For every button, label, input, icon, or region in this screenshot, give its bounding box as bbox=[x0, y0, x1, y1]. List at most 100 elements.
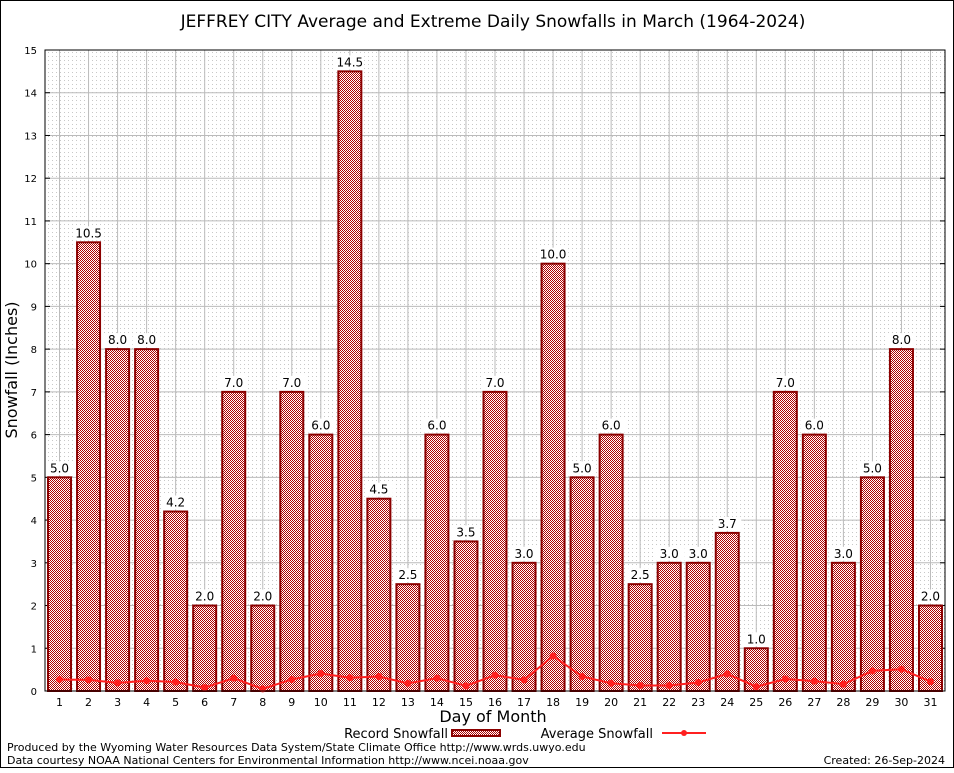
record-data-label: 7.0 bbox=[776, 376, 795, 390]
data-label-bg bbox=[916, 589, 945, 604]
record-data-label: 14.5 bbox=[336, 55, 363, 69]
record-data-label: 3.0 bbox=[514, 547, 533, 561]
record-data-label: 4.2 bbox=[166, 496, 185, 510]
data-label-bg bbox=[422, 418, 451, 433]
x-tick-label: 31 bbox=[923, 696, 937, 709]
legend-marker-average bbox=[681, 730, 687, 736]
data-label-bg bbox=[858, 461, 887, 476]
y-tick-label: 4 bbox=[31, 516, 37, 527]
x-tick-label: 8 bbox=[259, 696, 266, 709]
y-tick-label: 13 bbox=[24, 131, 37, 142]
data-label-bg bbox=[364, 482, 393, 497]
x-tick-label: 3 bbox=[114, 696, 121, 709]
average-point bbox=[491, 671, 499, 679]
record-data-label: 5.0 bbox=[573, 461, 592, 475]
x-tick-label: 2 bbox=[85, 696, 92, 709]
data-label-bg bbox=[103, 333, 132, 348]
record-data-label: 6.0 bbox=[602, 419, 621, 433]
average-point bbox=[56, 675, 64, 683]
plot-border bbox=[44, 49, 946, 692]
x-tick-label: 27 bbox=[807, 696, 821, 709]
y-tick-label: 1 bbox=[31, 644, 37, 655]
record-data-label: 6.0 bbox=[311, 419, 330, 433]
legend-label-record: Record Snowfall bbox=[344, 727, 448, 742]
data-label-bg bbox=[887, 333, 916, 348]
average-point bbox=[868, 667, 876, 675]
y-tick-label: 5 bbox=[31, 473, 37, 484]
y-tick-label: 0 bbox=[31, 687, 37, 698]
x-tick-label: 15 bbox=[459, 696, 473, 709]
x-axis-label: Day of Month bbox=[439, 707, 546, 726]
x-tick-label: 18 bbox=[546, 696, 560, 709]
x-tick-label: 1 bbox=[56, 696, 63, 709]
record-data-label: 10.5 bbox=[75, 226, 102, 240]
record-data-label: 3.7 bbox=[718, 517, 737, 531]
record-data-label: 5.0 bbox=[50, 461, 69, 475]
average-point bbox=[172, 678, 180, 686]
record-data-label: 3.0 bbox=[660, 547, 679, 561]
y-tick-label: 6 bbox=[31, 431, 37, 442]
y-axis-label: Snowfall (Inches) bbox=[2, 301, 21, 438]
legend-label-average: Average Snowfall bbox=[541, 727, 653, 742]
data-label-bg bbox=[132, 333, 161, 348]
x-tick-label: 23 bbox=[691, 696, 705, 709]
y-tick-label: 11 bbox=[24, 217, 37, 228]
x-tick-label: 28 bbox=[836, 696, 850, 709]
legend: Record Snowfall Average Snowfall bbox=[344, 727, 706, 742]
x-tick-label: 26 bbox=[778, 696, 792, 709]
record-data-label: 8.0 bbox=[108, 333, 127, 347]
average-point bbox=[230, 674, 238, 682]
average-point bbox=[317, 669, 325, 677]
x-tick-label: 7 bbox=[230, 696, 237, 709]
data-label-bg bbox=[74, 226, 103, 241]
x-tick-label: 22 bbox=[662, 696, 676, 709]
data-label-bg bbox=[481, 375, 509, 390]
data-label-bg bbox=[161, 495, 190, 510]
average-point bbox=[346, 674, 354, 682]
data-label-bg bbox=[829, 546, 858, 561]
average-point bbox=[607, 679, 615, 687]
data-label-bg bbox=[539, 247, 568, 262]
average-point bbox=[114, 679, 122, 687]
x-tick-label: 4 bbox=[143, 696, 150, 709]
average-point bbox=[404, 679, 412, 687]
record-data-label: 6.0 bbox=[805, 419, 824, 433]
average-point bbox=[520, 676, 528, 684]
record-data-label: 1.0 bbox=[747, 632, 766, 646]
average-point bbox=[375, 672, 383, 680]
data-label-bg bbox=[684, 546, 713, 561]
data-label-bg bbox=[742, 632, 771, 647]
data-label-bg bbox=[277, 375, 306, 390]
data-label-bg bbox=[45, 461, 74, 476]
x-tick-label: 16 bbox=[488, 696, 502, 709]
record-data-label: 7.0 bbox=[224, 376, 243, 390]
average-point bbox=[839, 680, 847, 688]
average-point bbox=[810, 677, 818, 685]
y-tick-label: 9 bbox=[31, 302, 37, 313]
average-point bbox=[288, 675, 296, 683]
record-data-label: 7.0 bbox=[282, 376, 301, 390]
data-label-bg bbox=[306, 418, 335, 433]
x-tick-label: 25 bbox=[749, 696, 763, 709]
x-tick-label: 10 bbox=[314, 696, 328, 709]
average-point bbox=[897, 665, 905, 673]
footer-created: Created: 26-Sep-2024 bbox=[824, 754, 945, 767]
data-label-bg bbox=[771, 375, 800, 390]
record-data-label: 4.5 bbox=[369, 483, 388, 497]
data-label-bg bbox=[626, 568, 655, 583]
y-tick-label: 12 bbox=[24, 174, 37, 185]
data-label-bg bbox=[219, 375, 248, 390]
y-tick-label: 8 bbox=[31, 345, 37, 356]
record-data-label: 10.0 bbox=[540, 248, 567, 262]
y-tick-label: 10 bbox=[24, 260, 37, 271]
average-point bbox=[636, 681, 644, 689]
record-data-label: 8.0 bbox=[137, 333, 156, 347]
data-label-bg bbox=[800, 418, 829, 433]
x-tick-label: 6 bbox=[201, 696, 208, 709]
record-data-label: 3.5 bbox=[456, 525, 475, 539]
record-data-label: 3.0 bbox=[834, 547, 853, 561]
x-tick-label: 12 bbox=[372, 696, 386, 709]
record-data-label: 3.0 bbox=[689, 547, 708, 561]
